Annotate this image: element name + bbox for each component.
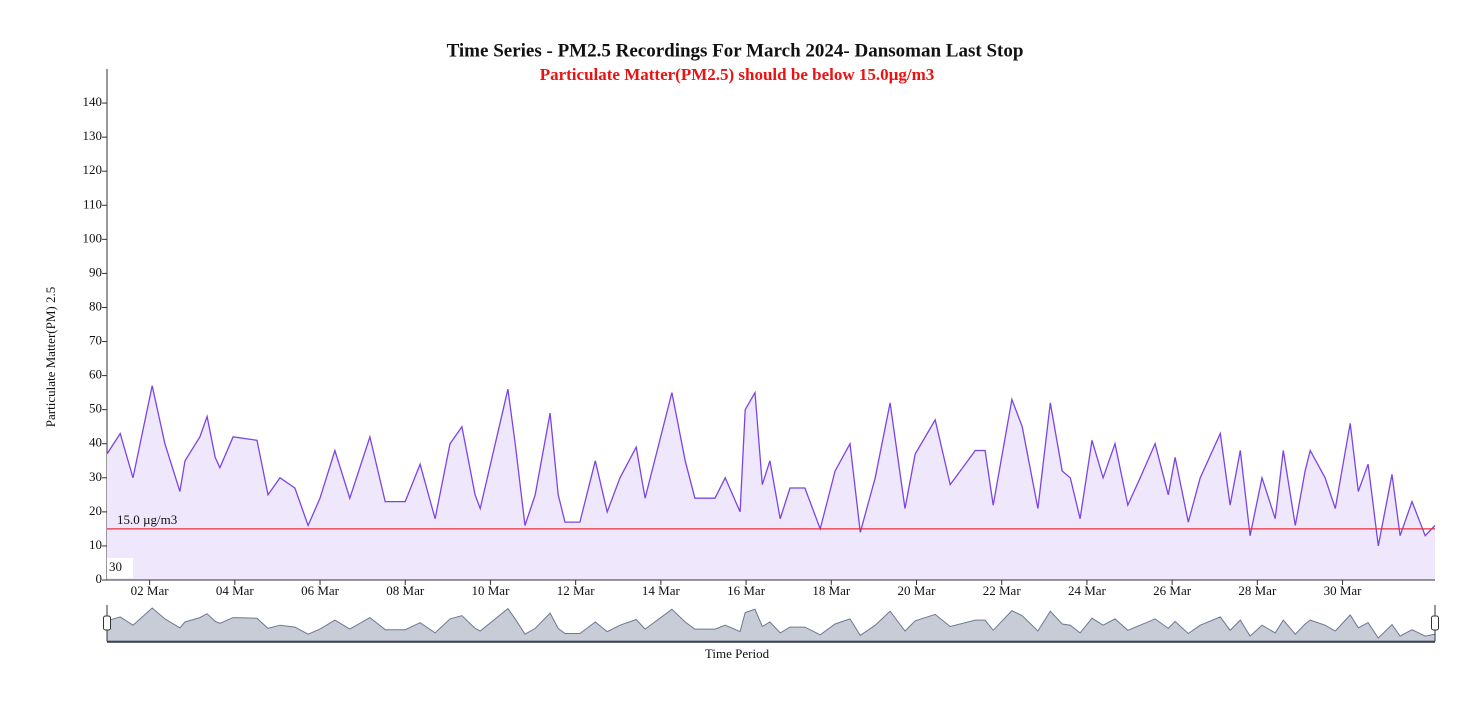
x-tick-label: 22 Mar	[983, 583, 1022, 598]
x-tick-label: 06 Mar	[301, 583, 340, 598]
x-tick-label: 04 Mar	[216, 583, 255, 598]
y-tick-label: 90	[89, 264, 102, 279]
y-tick-label: 70	[89, 333, 102, 348]
y-tick-label: 120	[83, 162, 103, 177]
y-tick-label: 40	[89, 435, 102, 450]
x-tick-label: 18 Mar	[812, 583, 851, 598]
chart-title: Time Series - PM2.5 Recordings For March…	[447, 40, 1024, 61]
x-axis-label: Time Period	[705, 646, 770, 661]
x-tick-label: 08 Mar	[386, 583, 425, 598]
y-tick-label: 50	[89, 401, 102, 416]
y-tick-label: 0	[96, 571, 103, 586]
navigator-handle[interactable]	[1431, 615, 1439, 631]
y-axis-label: Particulate Matter(PM) 2.5	[43, 287, 58, 427]
y-tick-label: 100	[83, 230, 103, 245]
threshold-label: 15.0 µg/m3	[117, 512, 177, 527]
x-tick-label: 12 Mar	[557, 583, 596, 598]
x-tick-label: 24 Mar	[1068, 583, 1107, 598]
x-tick-label: 30 Mar	[1324, 583, 1363, 598]
y-tick-label: 130	[83, 128, 103, 143]
area-fill	[107, 385, 1435, 580]
x-tick-label: 16 Mar	[727, 583, 766, 598]
navigator-handle[interactable]	[103, 615, 111, 631]
x-tick-label: 02 Mar	[131, 583, 170, 598]
y-tick-label: 10	[89, 537, 102, 552]
y-tick-label: 60	[89, 367, 102, 382]
y-tick-label: 140	[83, 94, 103, 109]
annotation-box	[107, 558, 133, 578]
y-tick-label: 110	[83, 196, 102, 211]
y-tick-label: 20	[89, 503, 102, 518]
navigator-area	[106, 607, 1436, 642]
x-tick-label: 20 Mar	[898, 583, 937, 598]
annotation: 30	[109, 559, 122, 574]
x-tick-label: 14 Mar	[642, 583, 681, 598]
x-tick-label: 28 Mar	[1238, 583, 1277, 598]
y-tick-label: 80	[89, 298, 102, 313]
x-tick-label: 10 Mar	[471, 583, 510, 598]
chart-subtitle: Particulate Matter(PM2.5) should be belo…	[540, 65, 935, 84]
x-tick-label: 26 Mar	[1153, 583, 1192, 598]
y-tick-label: 30	[89, 469, 102, 484]
series-line	[106, 385, 1436, 547]
